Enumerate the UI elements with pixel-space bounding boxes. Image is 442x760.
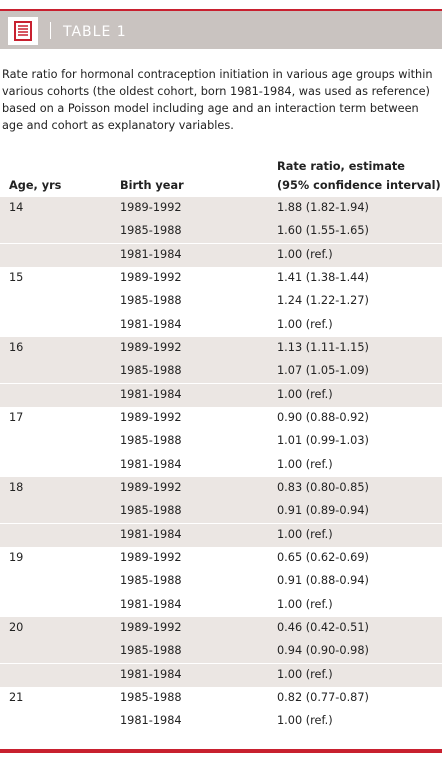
birth-year-cell: 1981-1984	[120, 527, 182, 541]
birth-year-cell: 1985-1988	[120, 504, 182, 518]
table-row: 1981-1984 1.00 (ref.)	[0, 663, 442, 687]
age-cell: 17	[9, 410, 24, 424]
rate-ratio-cell: 1.88 (1.82-1.94)	[277, 201, 369, 214]
age-cell: 18	[9, 480, 24, 494]
rate-ratio-cell: 1.00 (ref.)	[277, 387, 333, 401]
table-row: 1985-1988 0.91 (0.89-0.94)	[0, 500, 442, 524]
birth-year-cell: 1989-1992	[120, 270, 182, 284]
table-row: 1981-1984 1.00 (ref.)	[0, 454, 442, 477]
birth-year-cell: 1985-1988	[120, 574, 182, 588]
rate-ratio-cell: 1.24 (1.22-1.27)	[277, 294, 369, 308]
rate-ratio-cell: 0.82 (0.77-0.87)	[277, 690, 369, 704]
birth-year-cell: 1985-1988	[120, 224, 182, 238]
birth-year-cell: 1985-1988	[120, 364, 182, 378]
rate-ratio-cell: 1.07 (1.05-1.09)	[277, 364, 369, 378]
age-cell: 16	[9, 340, 24, 354]
table-row: 1981-1984 1.00 (ref.)	[0, 594, 442, 617]
column-header-rate-ratio: Rate ratio, estimate	[277, 160, 405, 173]
rate-ratio-cell: 1.01 (0.99-1.03)	[277, 434, 369, 448]
rate-ratio-cell: 0.46 (0.42-0.51)	[277, 620, 369, 634]
table-row: 1981-1984 1.00 (ref.)	[0, 523, 442, 547]
age-cell: 15	[9, 270, 24, 284]
birth-year-cell: 1989-1992	[120, 480, 182, 494]
table-row: 17 1989-1992 0.90 (0.88-0.92)	[0, 407, 442, 430]
table-row: 1985-1988 1.24 (1.22-1.27)	[0, 290, 442, 313]
table-row: 1981-1984 1.00 (ref.)	[0, 314, 442, 337]
rate-ratio-cell: 1.13 (1.11-1.15)	[277, 340, 369, 354]
birth-year-cell: 1985-1988	[120, 690, 182, 704]
rate-ratio-cell: 1.00 (ref.)	[277, 457, 333, 471]
birth-year-cell: 1989-1992	[120, 410, 182, 424]
age-cell: 20	[9, 620, 24, 634]
table-row: 1981-1984 1.00 (ref.)	[0, 383, 442, 407]
table-row: 1985-1988 1.01 (0.99-1.03)	[0, 430, 442, 453]
header-accent-line	[0, 9, 442, 11]
rate-ratio-cell: 1.00 (ref.)	[277, 597, 333, 611]
birth-year-cell: 1981-1984	[120, 714, 182, 728]
birth-year-cell: 1981-1984	[120, 247, 182, 261]
table-row: 1985-1988 1.07 (1.05-1.09)	[0, 360, 442, 384]
rate-ratio-cell: 1.00 (ref.)	[277, 714, 333, 728]
footer-accent-line	[0, 749, 442, 753]
rate-ratio-cell: 0.90 (0.88-0.92)	[277, 410, 369, 424]
birth-year-cell: 1989-1992	[120, 550, 182, 564]
table-row: 18 1989-1992 0.83 (0.80-0.85)	[0, 476, 442, 500]
table-row: 1985-1988 0.94 (0.90-0.98)	[0, 640, 442, 664]
table-row: 1985-1988 0.91 (0.88-0.94)	[0, 570, 442, 593]
rate-ratio-cell: 1.00 (ref.)	[277, 527, 333, 541]
table-caption: Rate ratio for hormonal contraception in…	[2, 68, 433, 132]
birth-year-cell: 1985-1988	[120, 294, 182, 308]
table-row: 1985-1988 1.60 (1.55-1.65)	[0, 220, 442, 244]
birth-year-cell: 1981-1984	[120, 597, 182, 611]
rate-ratio-cell: 1.60 (1.55-1.65)	[277, 224, 369, 238]
column-header-age: Age, yrs	[9, 179, 62, 192]
age-cell: 14	[9, 201, 24, 214]
rate-ratio-cell: 0.91 (0.88-0.94)	[277, 574, 369, 588]
rate-ratio-cell: 1.00 (ref.)	[277, 667, 333, 681]
age-cell: 21	[9, 690, 24, 704]
birth-year-cell: 1981-1984	[120, 317, 182, 331]
rate-ratio-cell: 0.91 (0.89-0.94)	[277, 504, 369, 518]
table-row: 16 1989-1992 1.13 (1.11-1.15)	[0, 336, 442, 360]
rate-ratio-cell: 0.94 (0.90-0.98)	[277, 644, 369, 658]
column-header-confidence-interval: (95% confidence interval)	[277, 179, 441, 192]
birth-year-cell: 1989-1992	[120, 620, 182, 634]
table-row: 21 1985-1988 0.82 (0.77-0.87)	[0, 687, 442, 710]
table-row: 20 1989-1992 0.46 (0.42-0.51)	[0, 616, 442, 640]
table-title: TABLE 1	[63, 24, 127, 40]
table-row: 19 1989-1992 0.65 (0.62-0.69)	[0, 547, 442, 570]
age-cell: 19	[9, 550, 24, 564]
rate-ratio-cell: 0.65 (0.62-0.69)	[277, 550, 369, 564]
birth-year-cell: 1981-1984	[120, 667, 182, 681]
table-header-band: TABLE 1	[0, 11, 442, 49]
table-row: 1981-1984 1.00 (ref.)	[0, 710, 442, 733]
rate-ratio-cell: 0.83 (0.80-0.85)	[277, 480, 369, 494]
column-header-birth-year: Birth year	[120, 179, 184, 192]
table-row: 14 1989-1992 1.88 (1.82-1.94)	[0, 197, 442, 220]
rate-ratio-cell: 1.00 (ref.)	[277, 247, 333, 261]
header-separator	[50, 22, 51, 39]
birth-year-cell: 1985-1988	[120, 644, 182, 658]
birth-year-cell: 1989-1992	[120, 201, 182, 214]
table-row: 15 1989-1992 1.41 (1.38-1.44)	[0, 267, 442, 290]
rate-ratio-cell: 1.00 (ref.)	[277, 317, 333, 331]
table-row: 1981-1984 1.00 (ref.)	[0, 243, 442, 267]
birth-year-cell: 1981-1984	[120, 387, 182, 401]
birth-year-cell: 1985-1988	[120, 434, 182, 448]
birth-year-cell: 1981-1984	[120, 457, 182, 471]
document-icon	[8, 17, 38, 45]
birth-year-cell: 1989-1992	[120, 340, 182, 354]
rate-ratio-cell: 1.41 (1.38-1.44)	[277, 270, 369, 284]
